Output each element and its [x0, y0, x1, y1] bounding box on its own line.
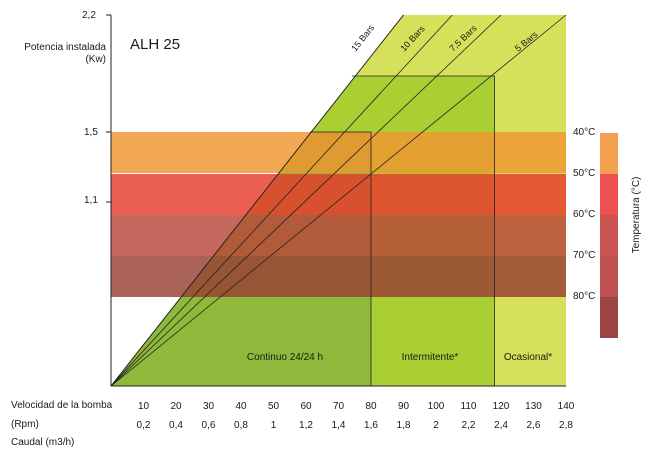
y-tick-label: 1,1	[84, 195, 98, 206]
x-tick-speed-label: 130	[525, 401, 542, 412]
zone-outline	[352, 75, 495, 386]
temperature-legend-swatch	[600, 256, 618, 297]
x-tick-flow-label: 2,8	[559, 420, 573, 431]
y-tick-label: 1,5	[84, 127, 98, 138]
x-tick-speed-label: 50	[268, 401, 280, 412]
temperature-legend-swatch	[600, 297, 618, 338]
x-tick-flow-label: 1	[271, 420, 277, 431]
chart-title: ALH 25	[130, 36, 181, 53]
x-tick-flow-label: 1,2	[299, 420, 313, 431]
temperature-legend-swatch	[600, 215, 618, 256]
zone-outline	[310, 131, 372, 386]
x-tick-speed-label: 90	[398, 401, 410, 412]
temperature-legend-label: 40°C	[573, 127, 595, 138]
pressure-line	[110, 14, 404, 387]
x-tick-speed-label: 20	[170, 401, 182, 412]
x-tick-flow-label: 0,6	[202, 420, 216, 431]
x-tick-speed-label: 30	[203, 401, 215, 412]
temperature-legend-label: 50°C	[573, 168, 595, 179]
x-tick-speed-label: 70	[333, 401, 345, 412]
temperature-legend-label: 70°C	[573, 250, 595, 261]
temperature-legend-swatch	[600, 133, 618, 174]
x-tick-flow-label: 2,2	[462, 420, 476, 431]
pressure-line	[110, 14, 502, 387]
x-tick-speed-label: 140	[558, 401, 575, 412]
zone-label: Continuo 24/24 h	[247, 352, 323, 363]
temperature-band	[111, 256, 566, 297]
x-tick-speed-label: 110	[461, 401, 477, 412]
x-tick-speed-label: 40	[235, 401, 247, 412]
x-tick-speed-label: 120	[493, 401, 510, 412]
x-axis-flow-title: Caudal (m3/h)	[11, 437, 75, 448]
zone-label: Intermitente*	[402, 352, 459, 363]
x-tick-speed-label: 60	[300, 401, 312, 412]
zone-label: Ocasional*	[504, 352, 552, 363]
x-tick-flow-label: 2,6	[527, 420, 541, 431]
x-tick-speed-label: 100	[428, 401, 445, 412]
temperature-legend-swatch	[600, 174, 618, 215]
x-tick-flow-label: 1,6	[364, 420, 378, 431]
x-tick-flow-label: 2	[433, 420, 439, 431]
y-tick-label: 2,2	[82, 10, 96, 21]
x-tick-flow-label: 1,8	[397, 420, 411, 431]
y-axis-title-line2: (Kw)	[85, 54, 106, 65]
pressure-line	[110, 14, 453, 387]
x-tick-flow-label: 0,8	[234, 420, 248, 431]
y-axis-title-line1: Potencia instalada	[24, 42, 106, 53]
temperature-legend-label: 80°C	[573, 291, 595, 302]
x-axis-rpm-title: (Rpm)	[11, 419, 39, 430]
x-tick-flow-label: 0,2	[137, 420, 151, 431]
x-tick-speed-label: 10	[138, 401, 150, 412]
temperature-axis-title: Temperatura (°C)	[631, 177, 642, 254]
temperature-band	[111, 174, 566, 215]
x-tick-flow-label: 2,4	[494, 420, 508, 431]
x-tick-flow-label: 1,4	[332, 420, 346, 431]
temperature-legend-label: 60°C	[573, 209, 595, 220]
pressure-lines	[110, 14, 567, 387]
y-axis-title: Potencia instalada (Kw)	[10, 42, 106, 66]
x-tick-speed-label: 80	[365, 401, 377, 412]
x-tick-flow-label: 0,4	[169, 420, 183, 431]
pressure-line-label: 15 Bars	[349, 22, 376, 53]
temperature-band	[111, 215, 566, 256]
pressure-line	[110, 14, 567, 387]
x-axis-speed-title: Velocidad de la bomba	[11, 400, 113, 411]
